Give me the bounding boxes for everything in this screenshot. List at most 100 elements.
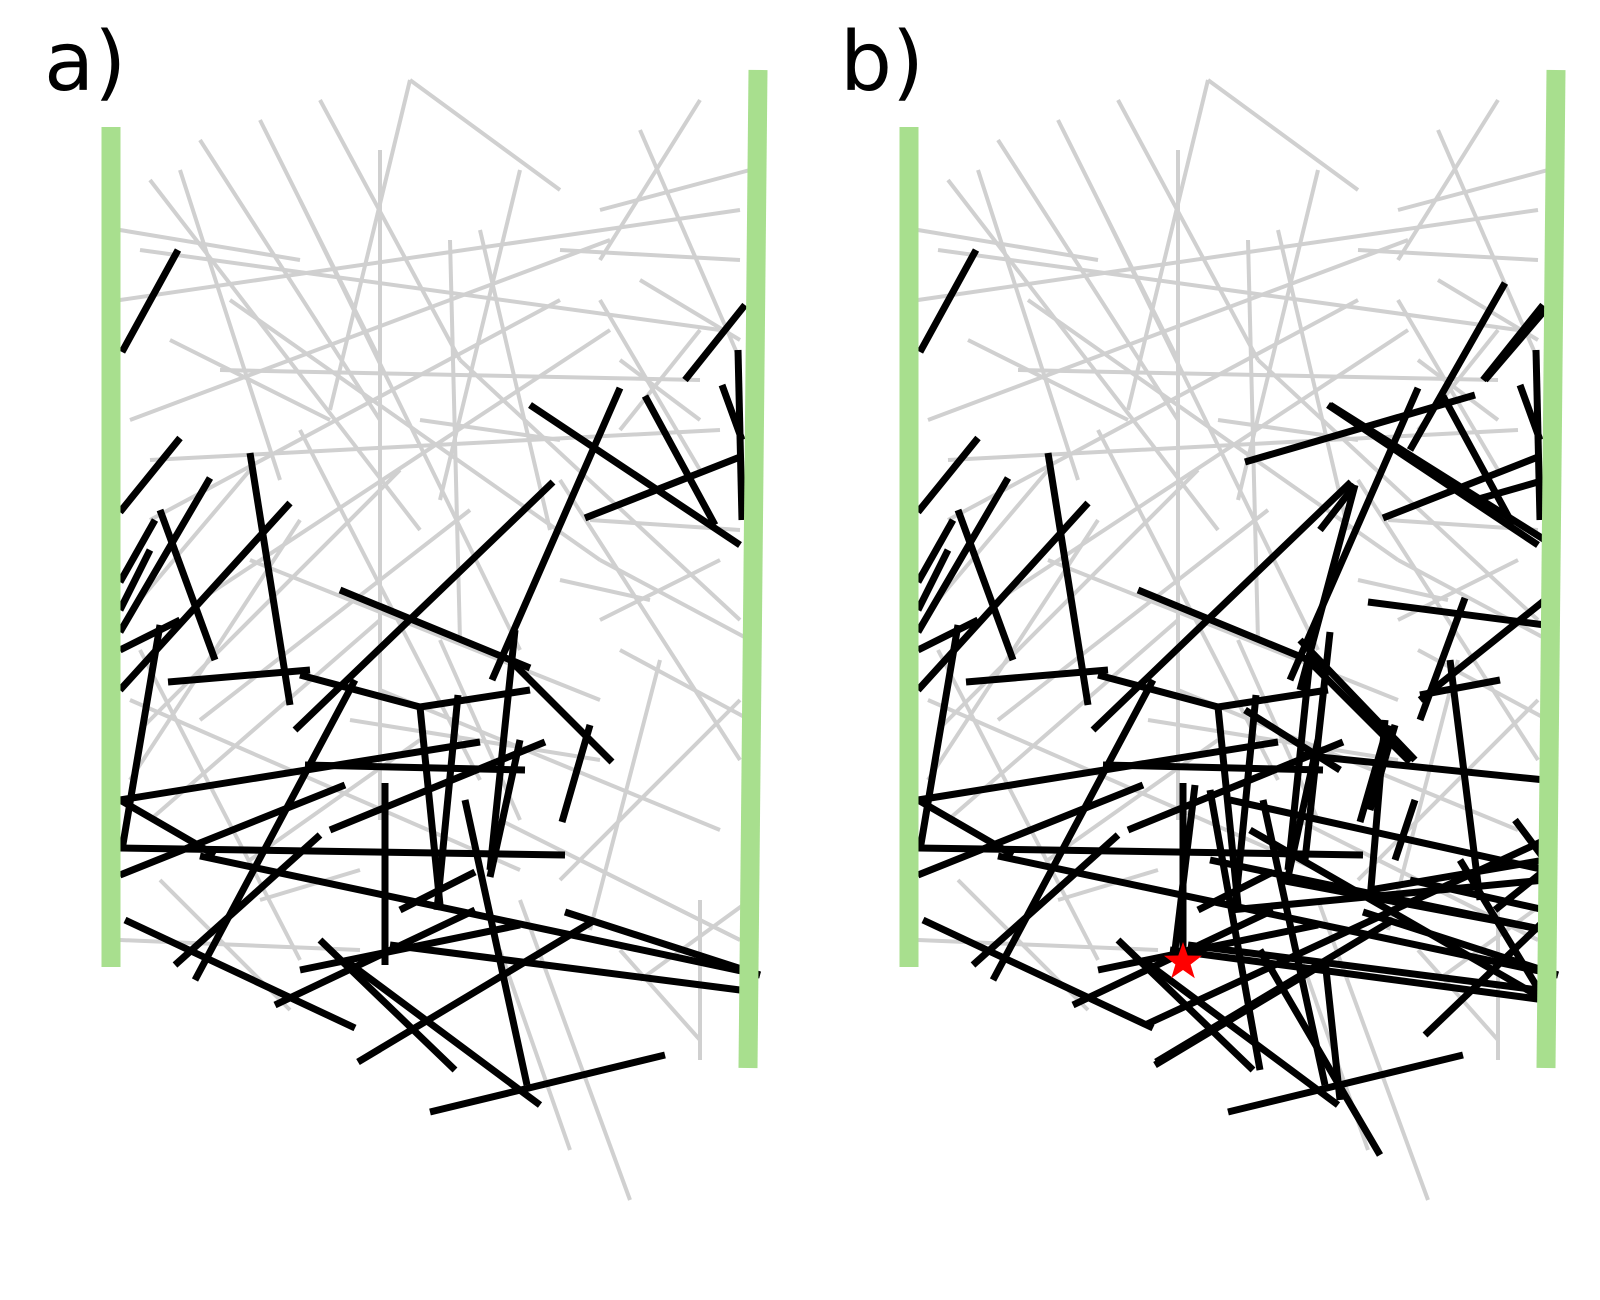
background-stick [599,558,751,642]
background-stick [917,208,1539,302]
background-stick [936,649,1100,961]
active-stick [916,248,980,354]
active-stick [1321,959,1344,1101]
background-stick [198,508,472,722]
panel-a-label: a) [44,15,127,110]
active-stick [1296,484,1359,691]
background-stick [1256,358,1540,622]
background-stick [996,508,1270,722]
active-stick [954,508,1017,662]
active-stick [1391,798,1419,862]
background-stick [967,338,1129,422]
background-stick [1396,98,1500,262]
background-stick [298,199,522,651]
active-stick [1457,858,1548,1002]
background-stick [1397,558,1549,642]
active-stick [1366,719,1389,901]
background-stick [1356,698,1540,882]
background-stick [1356,478,1540,762]
active-stick [1097,921,1319,974]
active-stick [1532,349,1544,521]
active-stick [1492,867,1548,913]
background-stick [1057,868,1159,902]
background-stick [947,298,1359,522]
background-stick [598,98,702,262]
background-stick [419,418,561,442]
background-stick [138,468,252,602]
background-stick [1026,298,1400,562]
background-stick [498,949,572,1151]
star-icon [1164,942,1202,979]
active-stick [583,453,742,522]
background-stick [1416,358,1500,422]
background-stick [478,229,552,531]
active-stick [116,476,214,634]
active-stick [273,906,477,1009]
active-stick [563,908,762,979]
background-stick [937,248,1519,332]
background-stick [1017,368,1499,382]
active-stick [1317,482,1358,533]
active-stick [199,852,761,979]
background-stick [379,688,721,832]
active-stick [117,435,183,515]
background-stick [298,429,482,781]
active-stick [116,548,154,612]
background-stick [148,178,422,532]
active-stick [1214,706,1242,906]
active-stick [118,248,182,354]
active-stick [1227,1051,1464,1116]
active-stick [1229,876,1546,914]
active-stick [1256,948,1384,1157]
active-stick [118,616,182,654]
background-stick [119,228,301,262]
active-stick [1422,917,1548,1038]
active-stick [1279,876,1546,934]
background-stick [927,698,1319,872]
background-stick [917,228,1099,262]
active-stick [429,1051,666,1116]
background-stick [559,248,741,262]
background-stick [618,948,702,1042]
active-stick [1328,402,1547,543]
active-stick [191,678,359,982]
background-stick [558,698,742,882]
background-stick [328,79,412,411]
background-stick [946,178,1220,532]
background-stick [129,698,521,872]
active-stick [914,518,957,584]
active-stick [914,548,952,612]
active-stick [914,476,1012,634]
background-stick [259,868,361,902]
active-stick [917,738,1279,804]
active-stick [299,921,521,974]
active-stick [916,624,962,851]
active-stick [118,796,217,859]
background-stick [318,99,462,361]
active-stick [1248,826,1547,1004]
active-stick [304,761,526,774]
active-stick [1417,597,1548,703]
active-stick [1286,386,1422,682]
background-stick [1126,79,1210,411]
active-stick [1153,956,1332,1069]
active-stick [507,657,615,765]
active-stick [1171,784,1199,951]
background-stick [219,368,701,382]
active-stick [1406,281,1509,452]
background-stick [559,848,741,942]
background-stick [976,169,1080,481]
background-stick [558,478,742,762]
background-stick [618,328,702,432]
right-electrode [1536,69,1566,1069]
active-stick [916,781,1145,879]
active-stick [116,518,159,584]
background-stick [1436,898,1550,982]
background-stick [559,578,651,602]
background-stick [1096,429,1280,781]
active-stick [246,452,294,706]
background-stick [119,938,361,952]
active-stick [118,781,347,879]
active-stick [1229,796,1546,874]
